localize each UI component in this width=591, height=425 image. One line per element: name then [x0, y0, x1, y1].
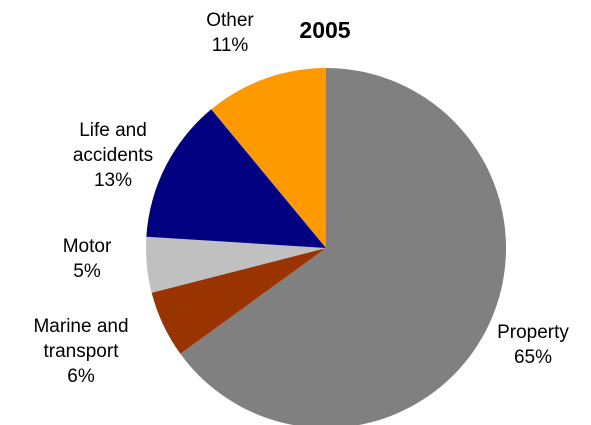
- pie-slice-other: [211, 68, 326, 248]
- slice-category-label: transport: [44, 341, 120, 362]
- slice-category-label: Life and: [79, 120, 147, 141]
- slice-percent-label: 65%: [514, 347, 552, 368]
- slice-category-label: Property: [497, 322, 569, 343]
- pie-slice-life-and-accidents: [146, 109, 326, 248]
- slice-category-label: Other: [206, 10, 254, 31]
- slice-label-motor: Motor 5%: [63, 236, 112, 282]
- slice-label-property: Property 65%: [497, 322, 569, 368]
- pie-slice-marine-and-transport: [151, 248, 326, 354]
- chart-title: 2005: [299, 17, 350, 43]
- pie-slice-property: [180, 68, 506, 425]
- slice-labels: Property 65% Marine and transport 6% Motor 5% L…: [33, 10, 569, 387]
- pie-slice-motor: [146, 236, 326, 293]
- slice-percent-label: 6%: [67, 366, 95, 387]
- slice-label-marine-and-transport: Marine and transport 6%: [33, 316, 128, 387]
- slice-category-label: Motor: [63, 236, 112, 257]
- slice-percent-label: 5%: [73, 261, 101, 282]
- slice-category-label: accidents: [73, 145, 153, 166]
- pie-slices: [146, 68, 506, 425]
- slice-percent-label: 13%: [94, 170, 132, 191]
- slice-label-other: Other 11%: [206, 10, 254, 56]
- slice-label-life-and-accidents: Life and accidents 13%: [73, 120, 153, 191]
- slice-percent-label: 11%: [212, 35, 249, 56]
- slice-category-label: Marine and: [33, 316, 128, 337]
